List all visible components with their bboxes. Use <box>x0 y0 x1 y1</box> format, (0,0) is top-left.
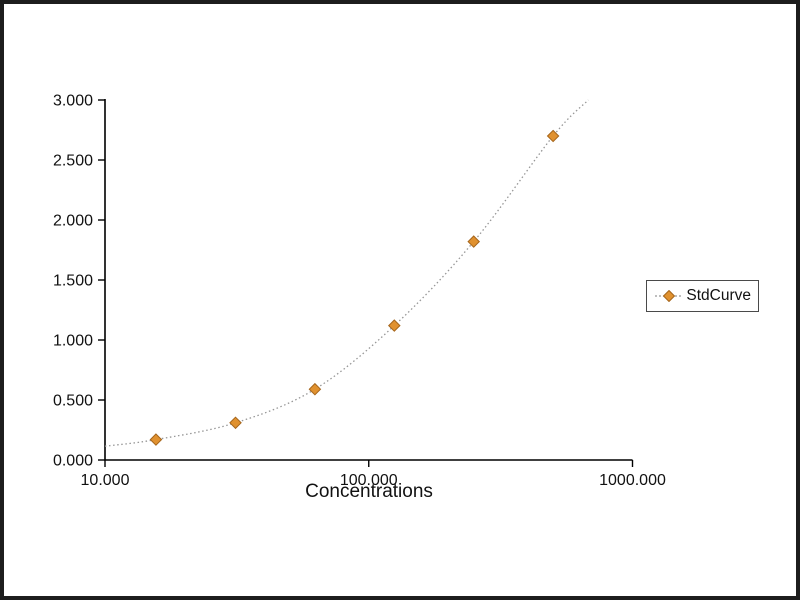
stdcurve-line <box>104 99 589 447</box>
stdcurve-point <box>388 319 401 332</box>
stdcurve-point <box>149 433 163 446</box>
stdcurve-point <box>467 235 481 248</box>
y-tick-label: 2.000 <box>53 213 93 230</box>
legend-stdcurve-marker-icon <box>655 290 682 302</box>
y-tick-label: 1.500 <box>53 273 93 290</box>
x-tick-label: 100.000 <box>340 472 398 489</box>
legend-diamond-icon <box>662 290 676 302</box>
legend-label: StdCurve <box>686 287 751 304</box>
stdcurve-point <box>546 129 560 143</box>
stdcurve-point <box>308 382 322 396</box>
legend: StdCurve <box>646 280 759 312</box>
axes-lines <box>104 99 633 461</box>
y-tick-label: 1.000 <box>53 333 93 350</box>
x-axis-title: Concentrations <box>305 481 433 502</box>
y-tick-label: 2.500 <box>53 153 93 170</box>
stdcurve-point <box>229 416 242 430</box>
y-tick-label: 3.000 <box>53 93 93 110</box>
x-tick-label: 10.000 <box>81 472 130 489</box>
y-tick-label: 0.000 <box>53 453 93 470</box>
x-tick-label: 1000.000 <box>599 472 666 489</box>
y-tick-label: 0.500 <box>53 393 93 410</box>
